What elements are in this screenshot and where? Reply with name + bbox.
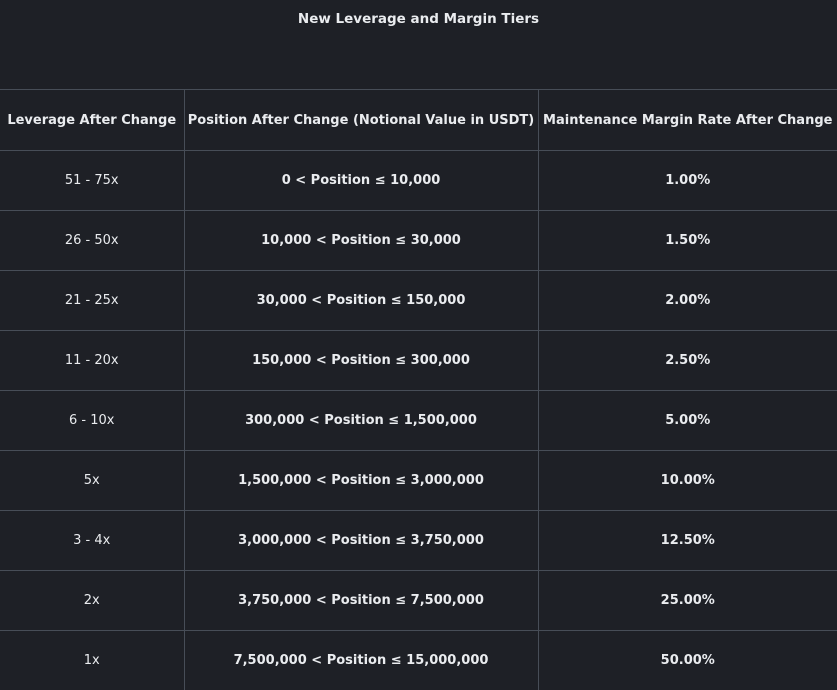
table-row: 2x 3,750,000 < Position ≤ 7,500,000 25.0… (0, 571, 837, 631)
margin-rate-cell: 10.00% (538, 451, 837, 511)
table-row: 11 - 20x 150,000 < Position ≤ 300,000 2.… (0, 331, 837, 391)
header-leverage: Leverage After Change (0, 90, 184, 151)
table-row: 26 - 50x 10,000 < Position ≤ 30,000 1.50… (0, 211, 837, 271)
margin-rate-cell: 50.00% (538, 631, 837, 690)
table-row: 1x 7,500,000 < Position ≤ 15,000,000 50.… (0, 631, 837, 690)
table-row: 3 - 4x 3,000,000 < Position ≤ 3,750,000 … (0, 511, 837, 571)
leverage-cell: 51 - 75x (0, 151, 184, 211)
leverage-cell: 6 - 10x (0, 391, 184, 451)
leverage-cell: 26 - 50x (0, 211, 184, 271)
position-cell: 3,750,000 < Position ≤ 7,500,000 (184, 571, 538, 631)
position-cell: 7,500,000 < Position ≤ 15,000,000 (184, 631, 538, 690)
margin-rate-cell: 2.50% (538, 331, 837, 391)
position-cell: 10,000 < Position ≤ 30,000 (184, 211, 538, 271)
margin-rate-cell: 25.00% (538, 571, 837, 631)
position-cell: 1,500,000 < Position ≤ 3,000,000 (184, 451, 538, 511)
leverage-cell: 2x (0, 571, 184, 631)
table-header-row: Leverage After Change Position After Cha… (0, 90, 837, 151)
margin-tiers-table: Leverage After Change Position After Cha… (0, 89, 837, 690)
table-title: New Leverage and Margin Tiers (0, 0, 837, 38)
position-cell: 0 < Position ≤ 10,000 (184, 151, 538, 211)
margin-rate-cell: 5.00% (538, 391, 837, 451)
margin-rate-cell: 12.50% (538, 511, 837, 571)
table-row: 51 - 75x 0 < Position ≤ 10,000 1.00% (0, 151, 837, 211)
margin-rate-cell: 1.00% (538, 151, 837, 211)
header-position: Position After Change (Notional Value in… (184, 90, 538, 151)
header-maintenance-margin-rate: Maintenance Margin Rate After Change (538, 90, 837, 151)
position-cell: 150,000 < Position ≤ 300,000 (184, 331, 538, 391)
margin-rate-cell: 2.00% (538, 271, 837, 331)
table-row: 5x 1,500,000 < Position ≤ 3,000,000 10.0… (0, 451, 837, 511)
position-cell: 3,000,000 < Position ≤ 3,750,000 (184, 511, 538, 571)
position-cell: 30,000 < Position ≤ 150,000 (184, 271, 538, 331)
leverage-cell: 1x (0, 631, 184, 690)
leverage-cell: 21 - 25x (0, 271, 184, 331)
margin-rate-cell: 1.50% (538, 211, 837, 271)
table-row: 6 - 10x 300,000 < Position ≤ 1,500,000 5… (0, 391, 837, 451)
position-cell: 300,000 < Position ≤ 1,500,000 (184, 391, 538, 451)
leverage-cell: 3 - 4x (0, 511, 184, 571)
leverage-cell: 11 - 20x (0, 331, 184, 391)
leverage-cell: 5x (0, 451, 184, 511)
table-row: 21 - 25x 30,000 < Position ≤ 150,000 2.0… (0, 271, 837, 331)
